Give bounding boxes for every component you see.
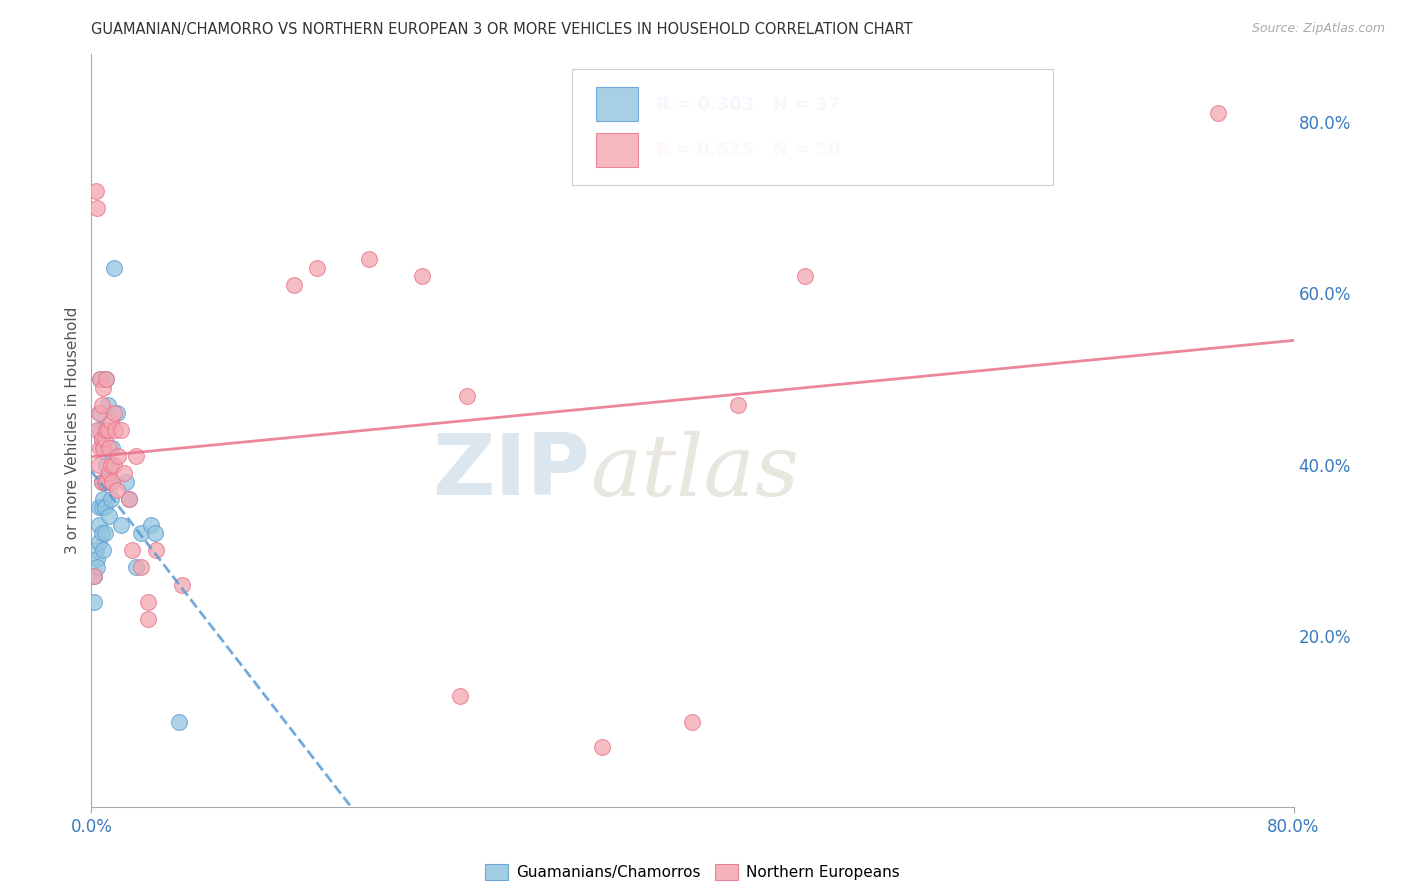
Point [94,475,117,489]
Point [97,398,120,412]
Point [98,509,121,524]
Point [141,517,163,532]
Point [100,415,122,429]
Point [138,595,160,609]
Point [83,569,105,583]
Point [449,689,471,703]
Point [87,458,110,472]
Point [84,184,107,198]
Point [359,252,381,266]
Point [90,500,112,515]
Y-axis label: 3 or more Vehicles in Household: 3 or more Vehicles in Household [65,307,80,554]
Point [103,406,125,420]
Point [94,432,117,446]
Text: Source: ZipAtlas.com: Source: ZipAtlas.com [1251,22,1385,36]
Point [118,491,141,506]
Text: R = 0.525   N = 50: R = 0.525 N = 50 [657,141,841,159]
Point [456,389,478,403]
FancyBboxPatch shape [596,87,638,121]
Point [110,517,132,532]
Point [90,475,112,489]
Point [94,500,117,515]
Point [84,543,107,558]
Point [100,458,122,472]
Point [129,526,152,541]
Point [170,577,193,591]
Point [110,424,132,438]
Point [591,740,613,755]
Point [1208,106,1230,120]
Point [305,260,328,275]
Point [89,372,111,386]
Point [93,380,115,394]
Point [90,432,112,446]
Point [138,612,160,626]
Point [87,534,110,549]
Point [411,269,433,284]
Text: GUAMANIAN/CHAMORRO VS NORTHERN EUROPEAN 3 OR MORE VEHICLES IN HOUSEHOLD CORRELAT: GUAMANIAN/CHAMORRO VS NORTHERN EUROPEAN … [91,22,912,37]
Point [93,441,115,455]
Point [98,467,121,481]
Text: R = 0.303   N = 37: R = 0.303 N = 37 [657,95,841,114]
Point [794,269,817,284]
Point [89,441,111,455]
Point [103,458,125,472]
Point [86,560,108,574]
Point [87,500,110,515]
Point [89,406,111,420]
Point [96,458,118,472]
Point [87,517,110,532]
Point [143,526,166,541]
Point [145,543,167,558]
Point [104,424,127,438]
Point [89,424,111,438]
Point [114,467,136,481]
Point [129,560,152,574]
Point [90,398,112,412]
Point [86,201,108,215]
FancyBboxPatch shape [572,69,1053,186]
Point [103,260,125,275]
Point [86,424,108,438]
Point [93,441,115,455]
Point [93,491,115,506]
Point [115,475,138,489]
Point [98,475,121,489]
Point [83,595,105,609]
Point [97,424,120,438]
Point [167,714,190,729]
Point [283,277,305,292]
Point [118,491,141,506]
Point [101,441,124,455]
Point [93,543,115,558]
Text: ZIP: ZIP [433,430,591,513]
Point [101,475,124,489]
Point [98,441,121,455]
Point [105,406,128,420]
Point [96,372,118,386]
Point [96,372,118,386]
Point [96,475,118,489]
Point [125,449,148,463]
FancyBboxPatch shape [596,133,638,167]
Point [121,543,143,558]
Point [90,432,112,446]
Point [83,569,105,583]
Point [90,475,112,489]
Point [105,483,128,498]
Point [107,449,129,463]
Point [727,398,749,412]
Point [125,560,148,574]
Legend: Guamanians/Chamorros, Northern Europeans: Guamanians/Chamorros, Northern Europeans [479,858,905,887]
Point [87,406,110,420]
Point [94,526,117,541]
Point [89,372,111,386]
Point [100,491,122,506]
Point [90,526,112,541]
Point [681,714,703,729]
Point [96,424,118,438]
Text: atlas: atlas [591,431,800,513]
Point [86,552,108,566]
